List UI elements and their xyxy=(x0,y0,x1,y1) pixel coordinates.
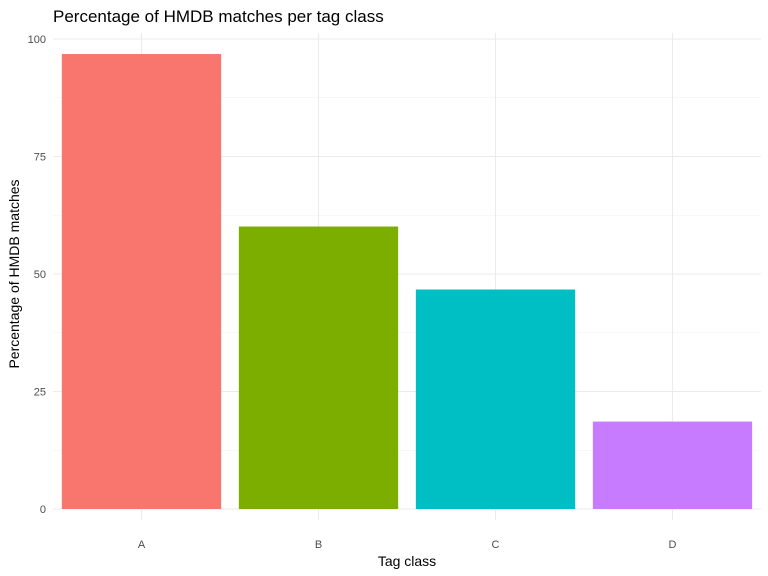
y-tick-label: 50 xyxy=(34,269,46,281)
y-tick-label: 25 xyxy=(34,387,46,399)
bars xyxy=(61,54,753,509)
chart-title: Percentage of HMDB matches per tag class xyxy=(53,7,384,26)
x-axis-label: Tag class xyxy=(378,553,436,569)
bar-d xyxy=(592,421,753,509)
bar-a xyxy=(61,54,222,509)
x-tick-label: C xyxy=(492,539,500,551)
y-tick-label: 75 xyxy=(34,152,46,164)
y-axis-label: Percentage of HMDB matches xyxy=(6,179,22,368)
x-tick-label: D xyxy=(669,539,677,551)
x-tick-label: A xyxy=(138,539,146,551)
bar-b xyxy=(238,226,399,509)
x-tick-label: B xyxy=(315,539,322,551)
bar-c xyxy=(415,289,576,509)
y-tick-label: 0 xyxy=(40,504,46,516)
x-axis-ticks: A B C D xyxy=(138,539,677,551)
y-tick-label: 100 xyxy=(28,34,46,46)
y-axis-ticks: 0 25 50 75 100 xyxy=(28,34,46,516)
